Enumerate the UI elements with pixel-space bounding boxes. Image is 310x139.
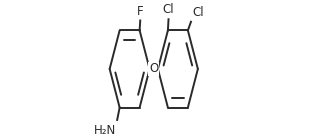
Text: Cl: Cl xyxy=(163,3,174,16)
Text: F: F xyxy=(137,5,144,18)
Text: H₂N: H₂N xyxy=(94,124,116,137)
Text: Cl: Cl xyxy=(192,6,204,19)
Text: O: O xyxy=(149,62,158,75)
